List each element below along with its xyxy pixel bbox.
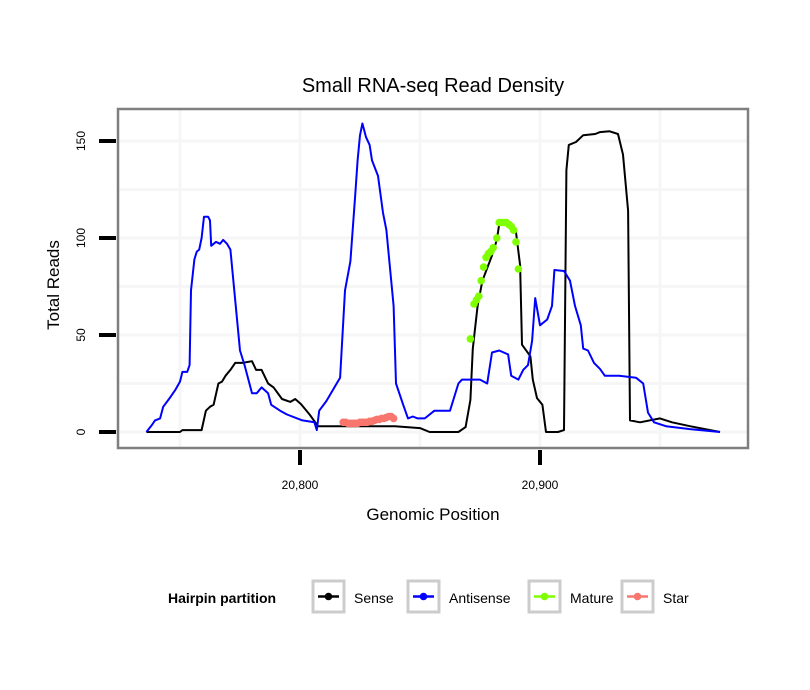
series-sense xyxy=(146,130,721,433)
point-mature xyxy=(512,238,520,246)
legend-item-star: Star xyxy=(620,579,689,614)
series-star xyxy=(339,412,398,428)
legend-item-sense: Sense xyxy=(311,579,394,614)
point-mature xyxy=(509,226,518,234)
series-antisense xyxy=(145,122,721,433)
point-mature xyxy=(489,243,498,252)
y-axis-title: Total Reads xyxy=(44,240,63,330)
legend-label: Sense xyxy=(354,590,394,606)
x-axis-title: Genomic Position xyxy=(366,505,499,524)
point-star xyxy=(389,414,398,423)
legend-item-mature: Mature xyxy=(527,579,614,614)
legend-key-point xyxy=(419,592,428,601)
y-tick-label: 50 xyxy=(74,328,88,342)
y-tick-label: 150 xyxy=(74,131,88,151)
point-mature xyxy=(466,335,475,343)
y-tick-label: 100 xyxy=(74,228,88,248)
legend-item-antisense: Antisense xyxy=(406,579,511,614)
plot-panel-border xyxy=(116,107,750,450)
series-layer xyxy=(145,122,721,433)
legend: Hairpin partition Sense Antisense Mature St… xyxy=(168,579,689,614)
legend-key-point xyxy=(324,592,333,601)
point-mature xyxy=(477,276,486,285)
grid-lines xyxy=(118,109,748,448)
x-axis-ticks: 20,800 20,900 xyxy=(282,450,559,492)
legend-label: Star xyxy=(663,590,689,606)
legend-label: Mature xyxy=(570,590,614,606)
plot-panel xyxy=(118,109,748,448)
series-mature xyxy=(466,218,523,343)
x-tick-label: 20,900 xyxy=(522,478,559,492)
line-antisense xyxy=(145,122,721,433)
legend-label: Antisense xyxy=(449,590,511,606)
y-axis-ticks: 0 50 100 150 xyxy=(74,131,116,435)
line-sense xyxy=(146,130,721,433)
legend-title: Hairpin partition xyxy=(168,590,276,606)
chart-title: Small RNA-seq Read Density xyxy=(302,75,564,97)
point-mature xyxy=(479,263,488,271)
y-tick-label: 0 xyxy=(74,428,88,435)
point-mature xyxy=(493,234,501,242)
legend-key-point xyxy=(633,592,642,601)
x-tick-label: 20,800 xyxy=(282,478,319,492)
point-mature xyxy=(475,292,483,301)
point-mature xyxy=(514,265,523,273)
legend-key-point xyxy=(540,592,549,601)
